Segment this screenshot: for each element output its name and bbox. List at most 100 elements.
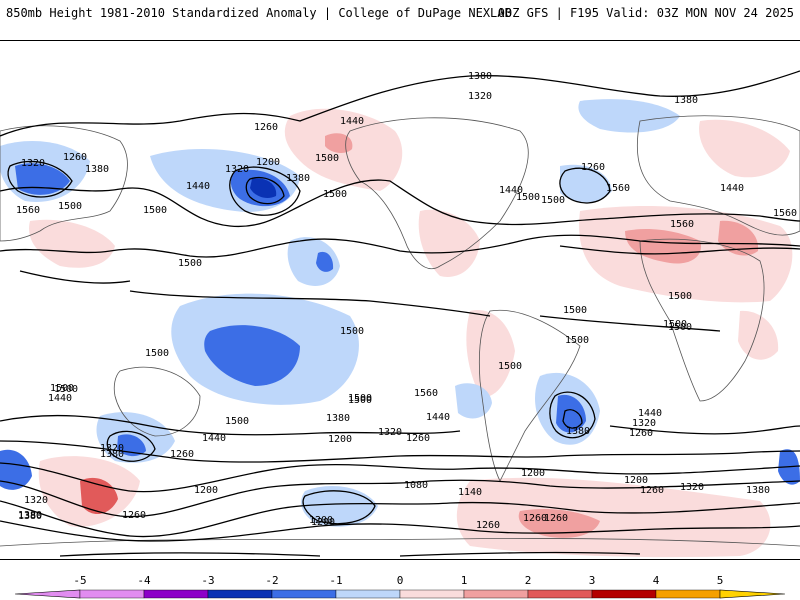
contour-label: 1380	[18, 511, 42, 522]
contour-label: 1260	[544, 513, 568, 524]
anomaly-pos-europe	[699, 119, 790, 178]
contour-label: 1500	[340, 326, 364, 337]
colorbar-tick-label: -4	[137, 574, 151, 587]
contour-low-pacific-inner	[245, 177, 285, 205]
contour-label: 1380	[566, 426, 590, 437]
anomaly-pos-southern-core	[518, 509, 600, 538]
contour-label: 1500	[323, 189, 347, 200]
contour-label: 1500	[145, 348, 169, 359]
contour-label: 1440	[426, 412, 450, 423]
height-contours	[0, 70, 800, 557]
contour-label: 1200	[309, 515, 333, 526]
contour-label: 1380	[18, 510, 42, 521]
anomaly-neg-indian-ocean-core	[117, 434, 146, 457]
contour-label: 1140	[458, 487, 482, 498]
contour-low-greenland	[559, 167, 611, 204]
contour-1260-antarctic	[59, 551, 641, 557]
anomaly-neg-far-west	[0, 449, 32, 490]
contour-label: 1320	[24, 495, 48, 506]
colorbar-segment	[591, 589, 657, 599]
colorbar-segment	[271, 589, 337, 599]
contour-label: 1320	[225, 164, 249, 175]
contour-low-atlantic-inner	[562, 409, 583, 429]
anomaly-pos-eurasia-core	[625, 229, 701, 264]
contour-label: 1320	[378, 427, 402, 438]
contour-label: 1200	[328, 434, 352, 445]
colorbar-tick-label: -2	[265, 574, 278, 587]
coastline-north-america	[345, 117, 529, 269]
contour-label: 1260	[523, 513, 547, 524]
contour-label: 1200	[311, 517, 335, 528]
contour-label: 1380	[85, 164, 109, 175]
contour-label: 1260	[170, 449, 194, 460]
contour-label: 1260	[122, 510, 146, 521]
colorbar-min-arrow	[14, 589, 81, 599]
map-title: 850mb Height 1981-2010 Standardized Anom…	[6, 6, 512, 20]
colorbar-segment	[655, 589, 721, 599]
colorbar-segment	[463, 589, 529, 599]
contour-low-pacific	[229, 166, 301, 216]
contour-label: 1500	[516, 192, 540, 203]
contour-1500-north	[0, 234, 800, 258]
contour-label: 1500	[668, 322, 692, 333]
contour-label: 1380	[100, 449, 124, 460]
anomaly-pos-namerica	[418, 209, 480, 277]
colorbar-tick-label: 4	[653, 574, 660, 587]
anomaly-neg-southern-ocean	[301, 486, 378, 527]
contour-labels: 1380 1320 1380 1260 1440 1260 1200 1320 …	[16, 71, 797, 531]
contour-1500-south	[0, 414, 800, 436]
colorbar-max-arrow	[719, 589, 786, 599]
contour-1380-north	[0, 70, 800, 137]
colorbar-segment	[399, 589, 465, 599]
contour-label: 1200	[256, 157, 280, 168]
contour-1320-south	[0, 479, 800, 518]
contour-label: 1500	[178, 258, 202, 269]
colorbar-segment	[527, 589, 593, 599]
contour-label: 1500	[143, 205, 167, 216]
contour-label: 1320	[468, 91, 492, 102]
contour-label: 1500	[348, 393, 372, 404]
contour-label: 1080	[404, 480, 428, 491]
contour-label: 1500	[315, 153, 339, 164]
contour-label: 1320	[632, 418, 656, 429]
colorbar-tick-label: 0	[397, 574, 404, 587]
colorbar-segment	[143, 589, 209, 599]
contour-low-atlantic	[549, 391, 596, 439]
contour-label: 1260	[254, 122, 278, 133]
contour-1500-equatorial	[129, 290, 721, 332]
contour-label: 1260	[406, 433, 430, 444]
anomaly-neg-siberia	[578, 99, 680, 133]
colorbar-segment	[335, 589, 401, 599]
contour-label: 1560	[606, 183, 630, 194]
colorbar-tick-label: -1	[329, 574, 342, 587]
contour-label: 1320	[100, 443, 124, 454]
contour-label: 1500	[541, 195, 565, 206]
contour-label: 1500	[498, 361, 522, 372]
anomaly-pos-africa	[738, 310, 779, 360]
colorbar-segment	[79, 589, 145, 599]
contour-1260-south	[0, 500, 800, 538]
contour-label: 1260	[581, 162, 605, 173]
contour-label: 1560	[414, 388, 438, 399]
contour-label: 1500	[565, 335, 589, 346]
anomaly-neg-east-pacific	[455, 383, 492, 419]
contour-label: 1200	[624, 475, 648, 486]
contour-label: 1200	[521, 468, 545, 479]
contour-label: 1500	[225, 416, 249, 427]
contour-label: 1500	[50, 383, 74, 394]
colorbar-tick-label: 3	[589, 574, 596, 587]
contour-label: 1440	[720, 183, 744, 194]
contour-label: 1500	[668, 291, 692, 302]
contour-label: 1260	[629, 428, 653, 439]
contour-label: 1260	[640, 485, 664, 496]
contour-label: 1380	[468, 71, 492, 82]
colorbar-segments	[14, 589, 786, 599]
contour-1380-south	[0, 462, 800, 493]
contour-label: 1560	[670, 219, 694, 230]
colorbar-tick-label: 5	[717, 574, 724, 587]
colorbar-ticks: -5 -4 -3 -2 -1 0 1 2 3 4 5	[73, 574, 723, 587]
model-run-info: 00Z GFS | F195 Valid: 03Z MON NOV 24 202…	[497, 6, 794, 20]
contour-label: 1440	[340, 116, 364, 127]
contour-label: 1560	[16, 205, 40, 216]
colorbar-tick-label: 2	[525, 574, 532, 587]
